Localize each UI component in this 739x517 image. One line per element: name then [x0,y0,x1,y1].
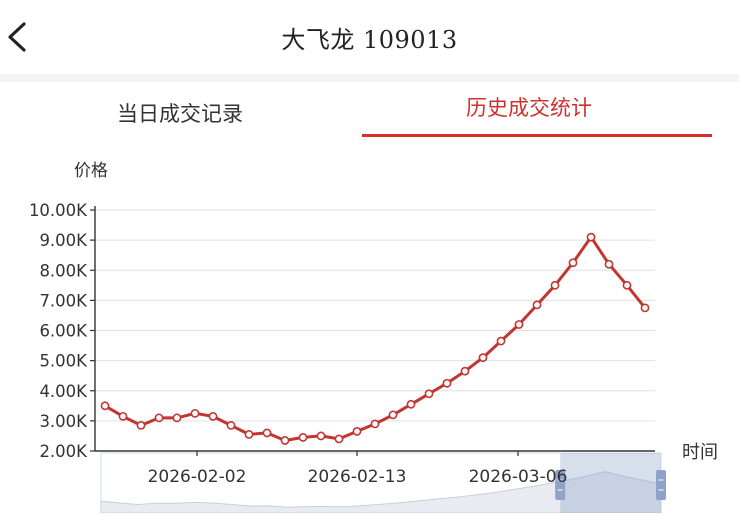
y-tick-label: 4.00K [39,382,88,401]
data-point[interactable] [118,411,128,421]
data-point[interactable] [532,300,542,310]
y-tick-label: 3.00K [39,412,88,431]
data-point[interactable] [640,303,650,313]
back-arrow-icon[interactable] [2,14,42,60]
data-point[interactable] [100,401,110,411]
data-point[interactable] [154,413,164,423]
data-zoom-selection[interactable] [560,453,661,513]
x-tick-label: 2026-03-06 [469,467,568,487]
data-point[interactable] [244,430,254,439]
data-point[interactable] [208,411,218,421]
data-point[interactable] [316,431,326,441]
data-point[interactable] [262,428,272,438]
x-axis-title: 时间 [682,442,718,463]
header-divider [0,74,739,82]
data-point[interactable] [172,413,182,423]
data-zoom-handle-right[interactable] [656,470,666,500]
data-point[interactable] [424,389,434,399]
tab-history-stats[interactable]: 历史成交统计 [466,96,592,120]
header-bar: 大飞龙 109013 [0,0,739,78]
price-series-line [104,235,647,442]
y-tick-label: 5.00K [39,352,88,371]
x-tick-label: 2026-02-13 [308,467,407,487]
price-chart[interactable]: 价格 2.00K 3.00K 4.00K 5.00K 6.00K 7.00K 8.00K 9.0… [0,140,739,514]
tab-bar: 当日成交记录 历史成交统计 [0,82,739,140]
data-point[interactable] [136,420,146,430]
x-tick-label: 2026-02-02 [148,467,247,487]
title-name: 大飞龙 [281,26,355,54]
data-point[interactable] [460,366,470,376]
title-code: 109013 [363,26,458,54]
data-point[interactable] [352,427,362,436]
active-tab-indicator [362,134,712,137]
data-point[interactable] [370,419,380,429]
data-point[interactable] [298,433,308,442]
data-point[interactable] [406,399,416,409]
page-title: 大飞龙 109013 [0,20,739,55]
data-point[interactable] [226,420,236,430]
data-point[interactable] [550,280,560,290]
tab-daily-trades[interactable]: 当日成交记录 [117,102,243,126]
data-point[interactable] [280,436,290,445]
data-point[interactable] [604,259,614,269]
data-point[interactable] [514,320,524,329]
data-point[interactable] [622,280,632,290]
data-point[interactable] [442,378,452,388]
data-zoom-preview [100,471,662,514]
data-point[interactable] [334,434,344,444]
data-point[interactable] [568,258,578,268]
y-tick-label: 6.00K [39,322,88,341]
y-tick-label: 7.00K [39,291,88,310]
y-tick-label: 10.00K [29,201,88,220]
data-point[interactable] [496,336,506,346]
data-zoom-handle-left[interactable] [555,470,566,500]
y-axis-title: 价格 [74,161,108,181]
y-tick-label: 8.00K [39,261,88,280]
y-tick-label: 2.00K [39,442,88,461]
y-tick-label: 9.00K [39,231,88,250]
data-point[interactable] [478,353,488,363]
data-point[interactable] [586,232,596,242]
data-point[interactable] [190,408,200,418]
data-point[interactable] [388,410,398,420]
